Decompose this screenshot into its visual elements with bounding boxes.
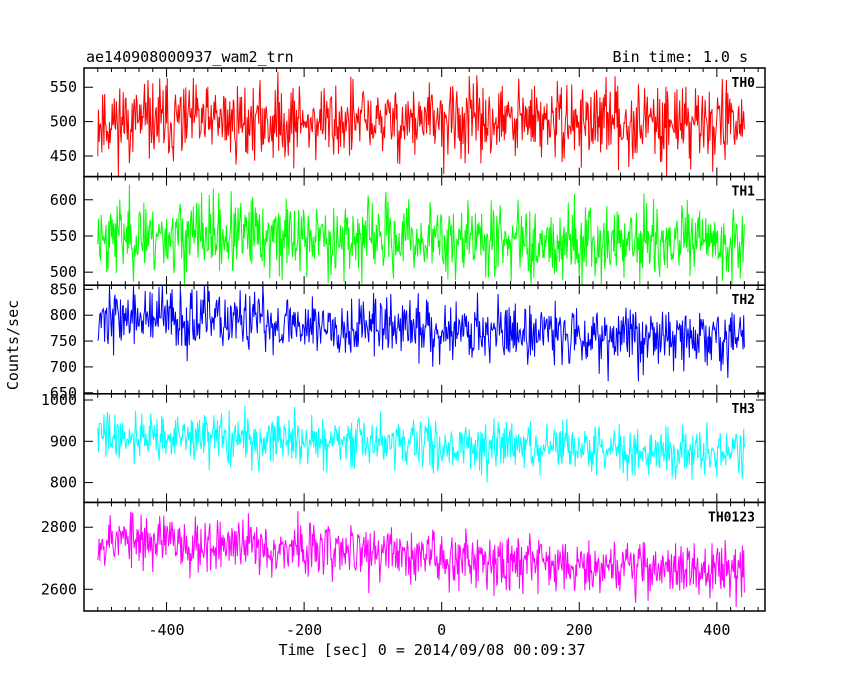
series-line-th2 [97, 285, 745, 382]
y-tick-label: 2800 [41, 518, 77, 536]
series-line-th0123 [97, 511, 745, 608]
y-tick-label: 450 [50, 147, 77, 165]
panel-th1: 500 550 600 TH1 [50, 175, 766, 286]
panels-group: 450 500 550 TH0 500 550 600 TH1 650 700 750 800 850 T… [41, 67, 766, 639]
y-tick-label: 500 [50, 263, 77, 281]
panel-th0: 450 500 550 TH0 [50, 67, 766, 178]
chart-title: ae140908000937_wam2_trn [86, 48, 294, 66]
panel-frame [83, 501, 766, 612]
y-tick-label: 550 [50, 227, 77, 245]
y-tick-label: 800 [50, 306, 77, 324]
y-tick-label: 850 [50, 280, 77, 298]
x-tick-label: 400 [703, 621, 730, 639]
y-tick-label: 800 [50, 474, 77, 492]
panel-th0123: 2600 2800 TH0123 [41, 501, 766, 612]
y-tick-label: 2600 [41, 580, 77, 598]
x-axis-label: Time [sec] 0 = 2014/09/08 00:09:37 [278, 641, 585, 659]
panel-th3: 800 900 1000 TH3 [41, 391, 766, 504]
y-tick-label: 500 [50, 113, 77, 131]
panel-label: TH0 [732, 76, 756, 91]
y-tick-label: 1000 [41, 391, 77, 409]
series-line-th3 [97, 405, 745, 483]
series-line-th1 [97, 184, 745, 286]
series-line-th0 [97, 71, 745, 177]
y-tick-label: 900 [50, 432, 77, 450]
panel-label: TH0123 [708, 510, 755, 525]
y-axis-label: Counts/sec [4, 300, 22, 390]
x-tick-label: -400 [148, 621, 184, 639]
y-tick-label: 750 [50, 332, 77, 350]
x-tick-label: 0 [437, 621, 446, 639]
x-tick-label: 200 [566, 621, 593, 639]
y-tick-label: 700 [50, 358, 77, 376]
panel-th2: 650 700 750 800 850 TH2 [50, 280, 766, 402]
x-tick-label: -200 [286, 621, 322, 639]
bin-time-label: Bin time: 1.0 s [613, 48, 748, 66]
panel-label: TH2 [732, 293, 755, 308]
panel-label: TH1 [732, 185, 756, 200]
panel-label: TH3 [732, 402, 755, 417]
y-tick-label: 600 [50, 191, 77, 209]
y-tick-label: 550 [50, 78, 77, 96]
y-tick-label: 650 [50, 384, 77, 402]
